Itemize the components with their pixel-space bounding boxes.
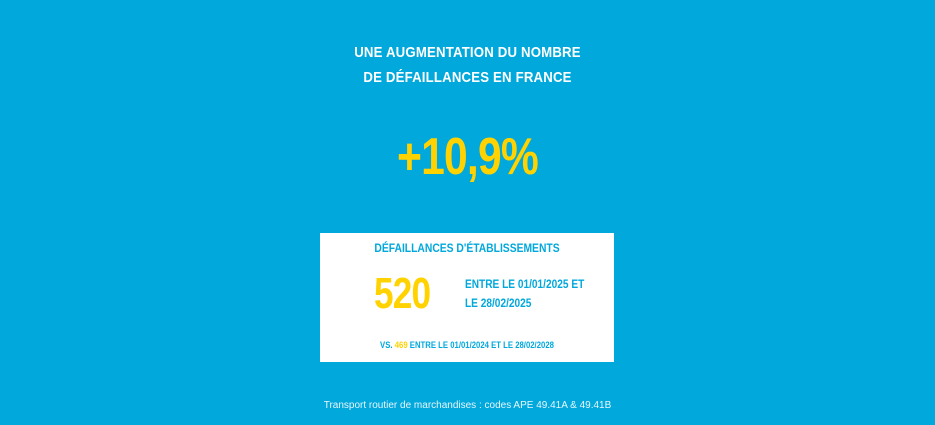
card-date-range: ENTRE LE 01/01/2025 ET LE 28/02/2025 <box>465 276 588 314</box>
card-comparison: VS. 469 ENTRE LE 01/01/2024 ET LE 28/02/… <box>341 340 594 350</box>
footnote: Transport routier de marchandises : code… <box>323 400 612 411</box>
compare-suffix: ENTRE LE 01/01/2024 ET LE 28/02/2028 <box>409 340 554 350</box>
headline-line-2: DE DÉFAILLANCES EN FRANCE <box>363 69 572 86</box>
card-title: DÉFAILLANCES D'ÉTABLISSEMENTS <box>374 241 560 255</box>
compare-value: 469 <box>394 340 408 350</box>
card-range-line-1: ENTRE LE 01/01/2025 ET <box>465 279 585 291</box>
headline-line-1: UNE AUGMENTATION DU NOMBRE <box>354 44 581 61</box>
card-range-line-2: LE 28/02/2025 <box>465 298 532 310</box>
card-value: 520 <box>374 269 431 318</box>
big-stat-percent: +10,9% <box>397 128 539 186</box>
compare-prefix: VS. <box>380 340 393 350</box>
stat-card: DÉFAILLANCES D'ÉTABLISSEMENTS 520 ENTRE … <box>320 233 614 362</box>
